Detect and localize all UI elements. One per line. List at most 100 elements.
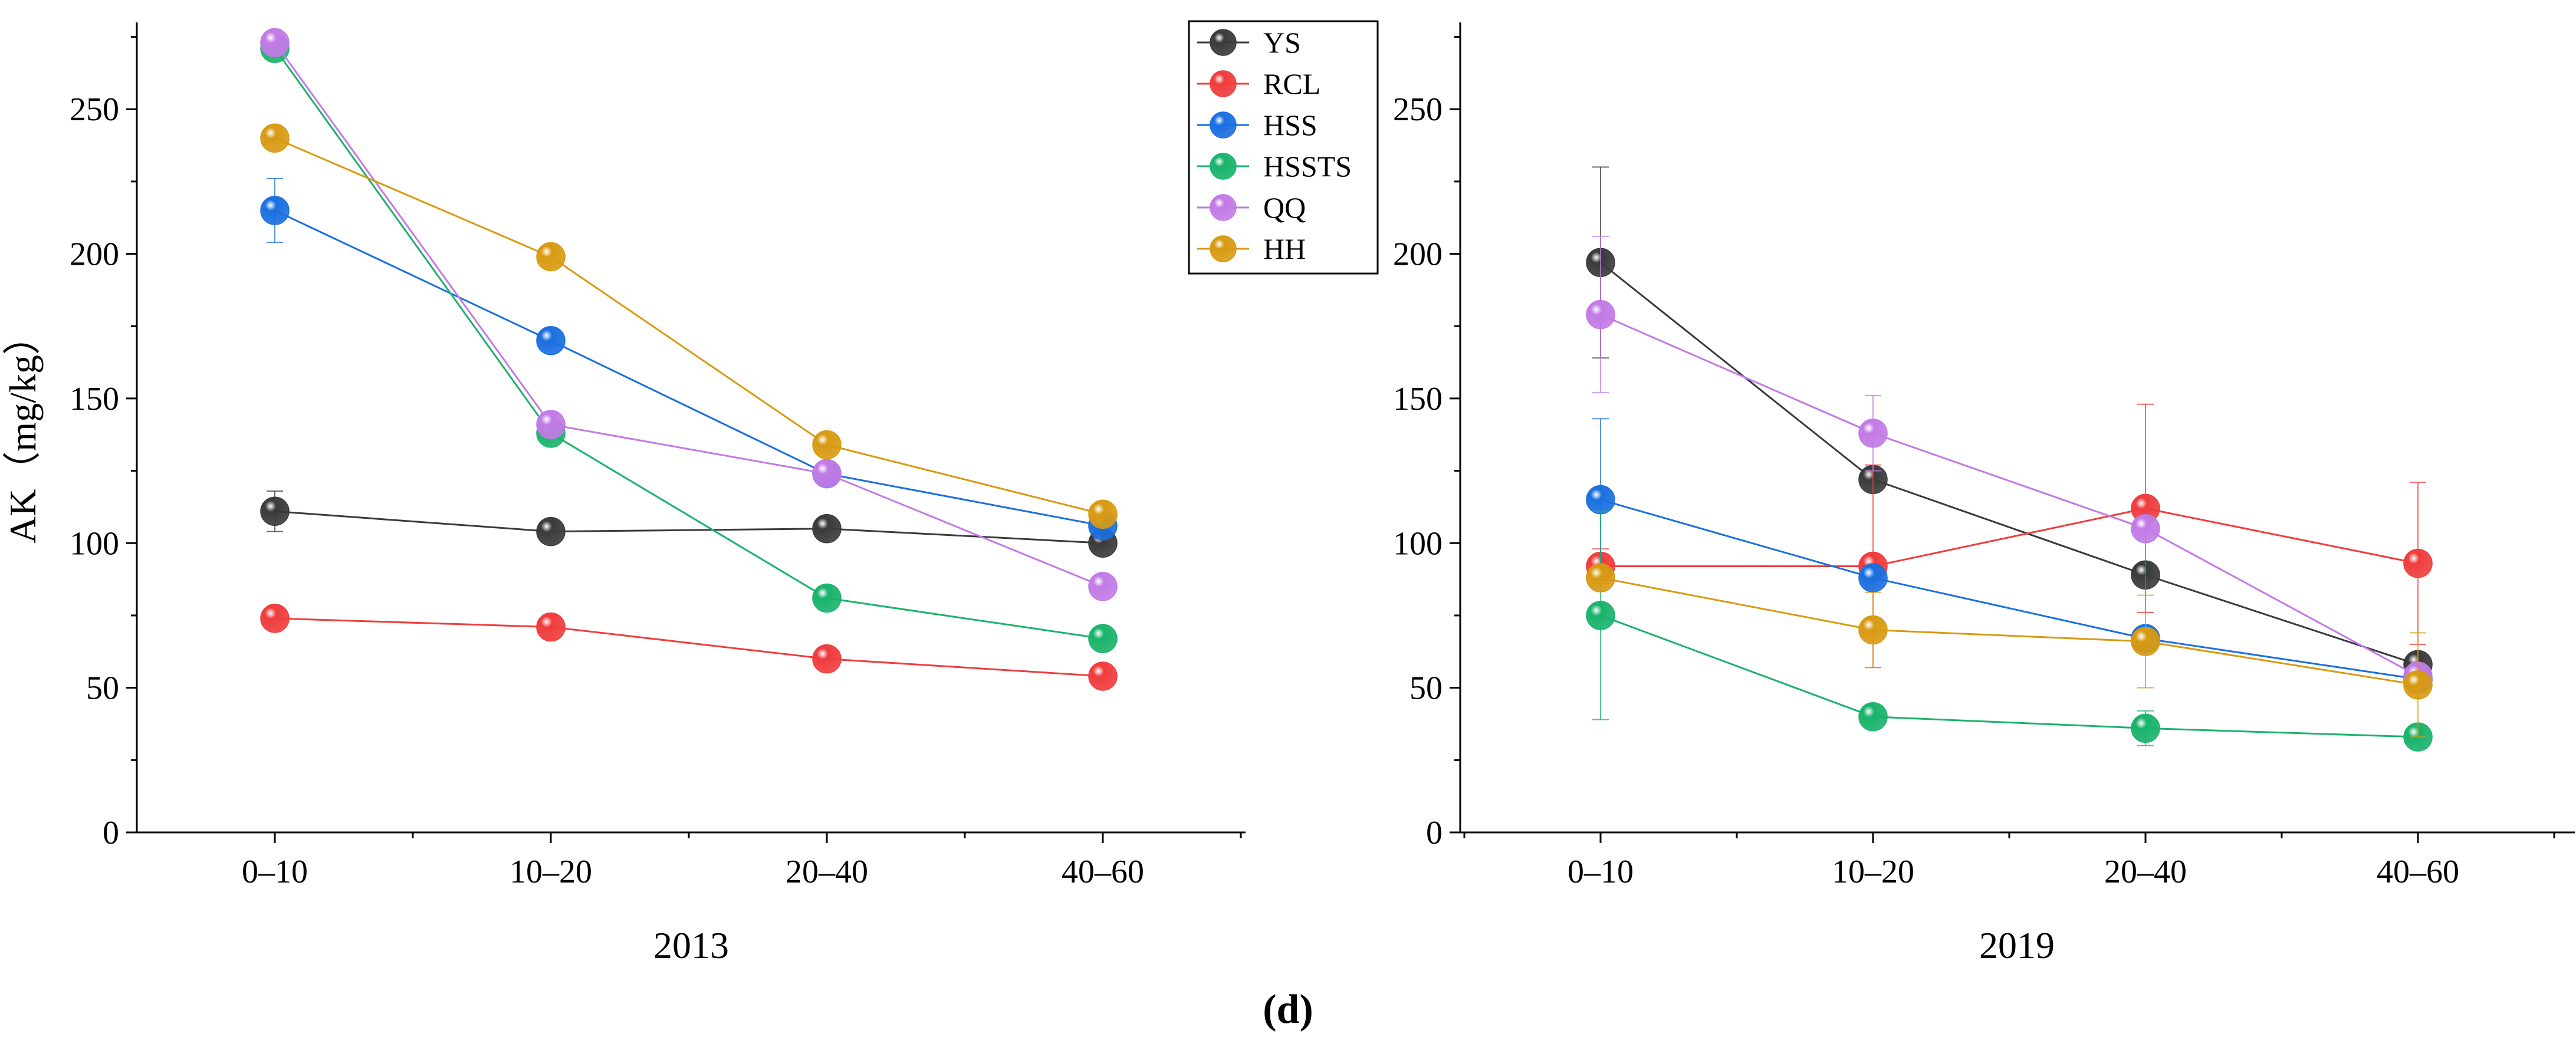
legend-marker [1210, 153, 1237, 180]
series-group [1586, 166, 2433, 752]
data-point [1088, 499, 1118, 529]
y-tick-label: 50 [86, 670, 119, 707]
data-point [2403, 670, 2433, 700]
y-tick-labels: 0 50 100 150 200 250 [70, 91, 119, 851]
data-point [812, 644, 842, 674]
series-qq [1586, 236, 2433, 691]
series-line [1600, 614, 2419, 738]
legend-item: HSS [1197, 108, 1317, 141]
data-point [536, 516, 566, 546]
x-tick-label: 10–20 [510, 854, 592, 890]
legend-label: YS [1263, 26, 1301, 59]
series-line [1601, 507, 2419, 568]
data-point [2131, 514, 2160, 544]
legend-marker [1210, 194, 1237, 221]
data-point [1858, 615, 1888, 645]
series-hssts [260, 34, 1118, 653]
y-tick-label: 50 [1409, 670, 1443, 707]
data-point [260, 604, 290, 633]
series-line [274, 209, 1103, 527]
axes [126, 22, 1246, 843]
data-point [260, 496, 290, 526]
series-line [1600, 262, 2419, 666]
series-line [274, 48, 1103, 640]
legend-box [1188, 20, 1379, 275]
series-hssts [1586, 511, 2433, 752]
data-point [1858, 419, 1888, 448]
panel-caption: 2019 [1979, 924, 2055, 966]
data-point [812, 459, 842, 489]
y-tick-label: 100 [1393, 525, 1443, 562]
series-ys [260, 490, 1118, 558]
legend-label: HSSTS [1263, 150, 1352, 183]
data-point [812, 430, 842, 460]
legend-marker [1210, 29, 1237, 56]
data-point [260, 28, 290, 58]
data-point [536, 242, 566, 272]
panel-caption: 2013 [653, 924, 729, 966]
x-tick-label: 40–60 [1062, 854, 1144, 890]
series-line [1600, 314, 2419, 677]
axes [1450, 22, 2575, 843]
legend-marker [1210, 235, 1237, 262]
x-tick-label: 0–10 [242, 854, 308, 890]
data-point [1858, 563, 1888, 592]
x-tick-labels: 0–10 10–20 20–40 40–60 [1568, 854, 2459, 890]
legend-marker [1210, 111, 1237, 139]
legend-items: YS RCL HSS HSSTS QQ HH [1197, 26, 1352, 265]
data-point [812, 583, 842, 613]
legend-label: HSS [1263, 108, 1317, 141]
legend-item: YS [1197, 26, 1301, 59]
data-point [2403, 548, 2433, 578]
legend-label: HH [1263, 232, 1306, 265]
legend: YS RCL HSS HSSTS QQ HH [1188, 20, 1379, 275]
legend-item: RCL [1197, 67, 1320, 100]
legend-item: HH [1197, 232, 1306, 265]
series-line [274, 42, 1103, 588]
y-tick-label: 200 [70, 236, 119, 273]
legend-marker [1210, 70, 1237, 97]
chart-panel-2013: 0 50 100 150 200 250 0–10 10–20 20–40 40–60 2013 [70, 22, 1246, 966]
legend-label: RCL [1263, 67, 1320, 100]
y-tick-label: 250 [70, 91, 119, 128]
data-point [1586, 299, 1615, 330]
series-hh [1586, 563, 2433, 738]
series-line [1600, 577, 2419, 686]
x-tick-label: 40–60 [2377, 854, 2459, 890]
data-point [260, 196, 290, 225]
series-line [274, 510, 1103, 544]
data-point [1586, 563, 1615, 592]
legend-item: QQ [1197, 191, 1306, 224]
y-tick-labels: 0 50 100 150 200 250 [1393, 91, 1443, 851]
y-tick-label: 150 [70, 381, 119, 417]
x-tick-labels: 0–10 10–20 20–40 40–60 [242, 854, 1144, 890]
y-tick-label: 150 [1393, 381, 1443, 417]
data-point [1858, 702, 1888, 732]
data-point [536, 410, 566, 439]
y-tick-label: 250 [1393, 91, 1443, 128]
series-rcl [260, 604, 1118, 691]
x-tick-label: 10–20 [1832, 854, 1914, 890]
y-tick-label: 0 [103, 815, 119, 851]
series-qq [260, 28, 1118, 601]
data-point [1586, 485, 1615, 515]
series-group [260, 28, 1118, 691]
series-ys [1586, 166, 2433, 680]
data-point [2131, 627, 2160, 656]
data-point [1088, 624, 1118, 653]
data-point [536, 612, 566, 642]
legend-item: HSSTS [1197, 150, 1352, 183]
x-tick-label: 20–40 [786, 854, 868, 890]
y-tick-label: 0 [1426, 815, 1443, 851]
y-tick-label: 200 [1393, 236, 1443, 273]
series-hss [1586, 418, 2433, 694]
x-tick-label: 20–40 [2104, 854, 2187, 890]
data-point [1088, 661, 1118, 691]
x-tick-label: 0–10 [1568, 854, 1634, 890]
data-point [1586, 601, 1615, 630]
figure-label: (d) [1263, 987, 1313, 1032]
data-point [812, 514, 842, 544]
y-tick-label: 100 [70, 525, 119, 562]
series-line [274, 137, 1103, 515]
